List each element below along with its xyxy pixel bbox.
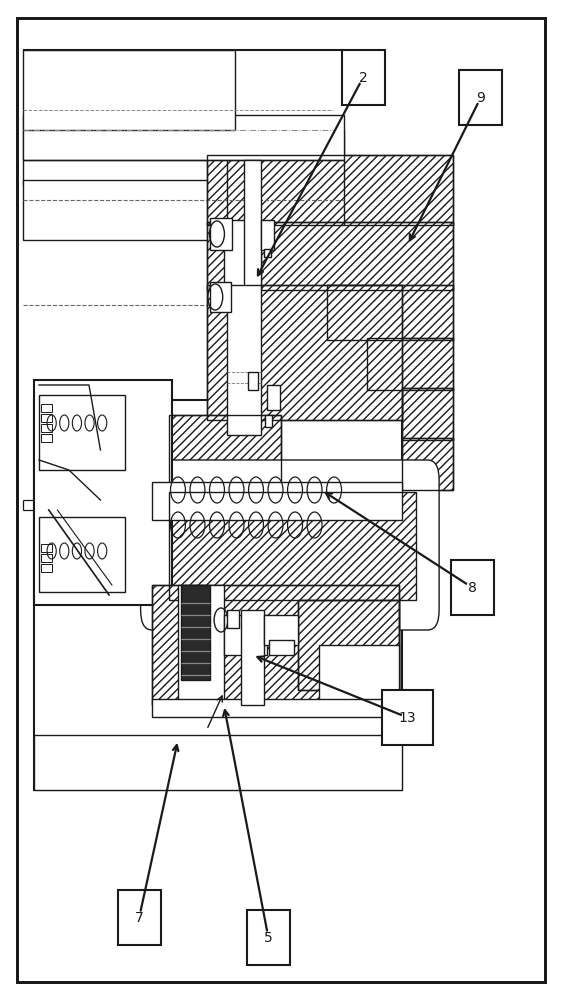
Bar (402, 438, 453, 490)
Bar (319, 645, 399, 705)
Bar (224, 615, 267, 655)
Bar (327, 285, 453, 340)
Bar (41, 554, 52, 562)
Bar (34, 735, 402, 790)
Bar (207, 285, 402, 420)
Bar (267, 385, 280, 410)
Bar (207, 155, 453, 225)
Bar (244, 160, 261, 290)
Text: 13: 13 (399, 710, 416, 724)
Bar (264, 249, 271, 257)
Bar (178, 585, 224, 705)
Bar (248, 372, 258, 390)
Bar (247, 910, 290, 965)
Bar (23, 50, 235, 130)
Bar (207, 222, 453, 290)
Bar (402, 388, 453, 440)
Bar (23, 130, 344, 185)
Bar (224, 220, 261, 290)
Bar (39, 517, 125, 592)
Bar (41, 404, 52, 412)
Bar (23, 180, 344, 240)
Bar (23, 115, 344, 160)
Bar (210, 282, 231, 312)
Bar (269, 640, 294, 655)
Bar (382, 690, 433, 745)
Bar (241, 610, 264, 705)
Bar (367, 338, 453, 390)
Text: 9: 9 (476, 91, 485, 104)
Bar (227, 285, 261, 435)
Bar (169, 415, 281, 500)
Text: 8: 8 (468, 580, 476, 594)
Bar (41, 434, 52, 442)
Bar (264, 615, 298, 645)
Bar (152, 699, 399, 717)
Bar (34, 380, 172, 605)
Bar (41, 564, 52, 572)
Bar (181, 585, 210, 680)
Bar (207, 285, 402, 420)
Bar (169, 415, 281, 500)
Bar (207, 222, 453, 290)
Bar (327, 285, 453, 340)
Bar (402, 438, 453, 490)
Text: 2: 2 (359, 70, 367, 85)
Text: 7: 7 (135, 910, 144, 924)
Bar (39, 395, 125, 470)
Bar (34, 400, 402, 790)
Bar (265, 415, 272, 427)
Bar (152, 585, 399, 705)
Bar (459, 70, 502, 125)
Bar (298, 600, 399, 690)
Bar (367, 338, 453, 390)
Bar (227, 610, 239, 628)
Bar (152, 585, 399, 705)
FancyBboxPatch shape (141, 460, 439, 630)
Bar (207, 155, 453, 225)
Bar (169, 492, 416, 600)
Bar (261, 220, 274, 250)
Bar (169, 492, 416, 600)
Bar (41, 424, 52, 432)
Bar (210, 218, 232, 250)
Bar (152, 482, 402, 520)
Text: 5: 5 (264, 930, 273, 944)
Bar (118, 890, 161, 945)
Bar (451, 560, 494, 615)
Bar (41, 544, 52, 552)
Bar (41, 414, 52, 422)
Bar (298, 600, 399, 690)
Bar (402, 388, 453, 440)
Bar (342, 50, 385, 105)
